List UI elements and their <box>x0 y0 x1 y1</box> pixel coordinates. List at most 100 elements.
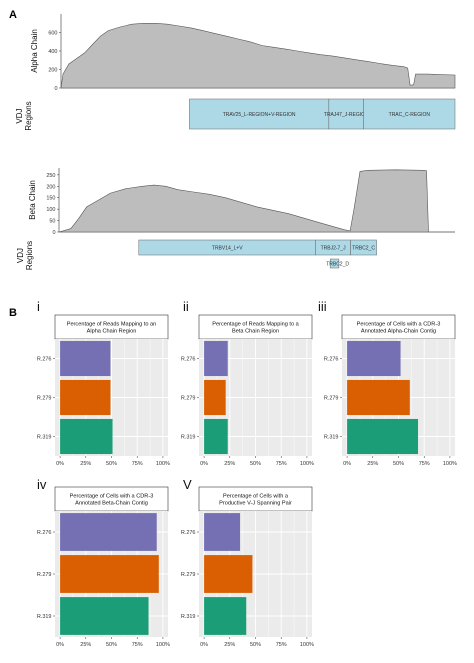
category-label: R.279 <box>181 396 196 402</box>
region-label: TRAC_C-REGION <box>389 112 431 118</box>
bar-panel-1: i Percentage of Reads Mapping to an Alpha … <box>37 299 170 467</box>
bar-r319 <box>204 597 247 635</box>
region-block <box>350 239 377 256</box>
x-tick-label: 75% <box>132 642 143 648</box>
y-tick-label: 0 <box>52 230 55 236</box>
regions-axis-label: VDJRegions <box>15 101 33 130</box>
coverage-area <box>60 23 456 89</box>
bar-r279 <box>204 555 253 593</box>
beta-coverage-panel: 0 50 100 150 200 250 Beta Chain VDJRegions TRBV1… <box>16 168 455 270</box>
region-label: TRBC2_D <box>326 261 349 267</box>
bar-panel-4: iv Percentage of Cells with a CDR-3 Annota… <box>37 477 170 648</box>
x-tick-label: 75% <box>276 461 287 467</box>
x-tick-label: 100% <box>156 461 170 467</box>
bar-panel-3: iii Percentage of Cells with a CDR-3 Annot… <box>318 299 457 467</box>
y-tick-label: 600 <box>48 31 57 37</box>
region-label: TRBJ2-7_J <box>321 245 347 251</box>
y-tick-label: 250 <box>46 173 55 179</box>
x-tick-label: 25% <box>80 461 91 467</box>
bar-panel-2: ii Percentage of Reads Mapping to a Beta C… <box>181 299 314 467</box>
panel-numeral: V <box>183 477 192 492</box>
bar-r276 <box>347 340 401 377</box>
category-label: R.319 <box>181 435 196 441</box>
y-axis-label: Alpha Chain <box>30 29 39 73</box>
x-tick-label: 0% <box>56 642 64 648</box>
x-tick-label: 0% <box>343 461 351 467</box>
category-label: R.279 <box>37 572 52 578</box>
region-block <box>363 98 456 130</box>
bar-r319 <box>347 418 419 455</box>
x-tick-label: 25% <box>224 642 235 648</box>
y-axis-label: Beta Chain <box>28 180 37 220</box>
region-label: TRBC2_C <box>352 245 375 251</box>
bar-r319 <box>204 418 228 455</box>
x-tick-label: 25% <box>224 461 235 467</box>
alpha-coverage-panel: 0 200 400 600 Alpha Chain VDJRegions TRAV25_L-… <box>15 14 456 131</box>
y-tick-label: 200 <box>46 184 55 190</box>
category-label: R.276 <box>37 530 52 536</box>
facet-strip <box>341 314 456 340</box>
category-label: R.319 <box>37 435 52 441</box>
region-block <box>189 98 330 130</box>
panel-numeral: iv <box>37 477 47 492</box>
facet-title: Percentage of Cells with a Productive V-J… <box>219 494 292 507</box>
x-tick-label: 50% <box>106 642 117 648</box>
bar-r319 <box>60 418 113 455</box>
y-tick-label: 0 <box>54 86 57 92</box>
bar-r276 <box>60 513 157 551</box>
x-tick-label: 100% <box>156 642 170 648</box>
category-label: R.276 <box>37 357 52 363</box>
bar-r276 <box>60 340 111 377</box>
region-label: TRAV25_L-REGION+V-REGION <box>223 112 296 118</box>
x-tick-label: 75% <box>132 461 143 467</box>
region-label: TRAJ47_J-REGION <box>324 112 369 118</box>
x-tick-label: 50% <box>250 461 261 467</box>
panel-numeral: i <box>37 299 40 314</box>
panel-numeral: ii <box>183 299 189 314</box>
x-tick-label: 100% <box>300 642 314 648</box>
x-tick-label: 75% <box>276 642 287 648</box>
category-label: R.276 <box>181 530 196 536</box>
category-label: R.279 <box>324 396 339 402</box>
x-tick-label: 50% <box>106 461 117 467</box>
x-tick-label: 0% <box>200 642 208 648</box>
x-tick-label: 50% <box>393 461 404 467</box>
facet-title: Percentage of Reads Mapping to an Alpha C… <box>67 322 157 335</box>
facet-title: Percentage of Reads Mapping to a Beta Cha… <box>212 322 299 335</box>
category-label: R.279 <box>37 396 52 402</box>
x-tick-label: 100% <box>300 461 314 467</box>
bar-r279 <box>60 379 111 416</box>
facet-strip <box>54 314 169 340</box>
coverage-area <box>58 169 455 233</box>
x-tick-label: 25% <box>367 461 378 467</box>
y-tick-label: 50 <box>49 219 55 225</box>
region-block <box>329 258 340 269</box>
y-tick-label: 200 <box>48 68 57 74</box>
panel-label-a: A <box>9 9 17 21</box>
regions-axis-label: VDJRegions <box>16 241 34 270</box>
facet-title: Percentage of Cells with a CDR-3 Annotate… <box>70 494 154 507</box>
x-tick-label: 100% <box>443 461 457 467</box>
bar-r279 <box>60 555 159 593</box>
bar-r276 <box>204 340 228 377</box>
x-tick-label: 0% <box>200 461 208 467</box>
bar-panel-5: V Percentage of Cells with a Productive V-… <box>181 477 314 648</box>
bar-r279 <box>347 379 410 416</box>
category-label: R.319 <box>181 614 196 620</box>
y-tick-label: 400 <box>48 49 57 55</box>
bar-r319 <box>60 597 149 635</box>
x-tick-label: 0% <box>56 461 64 467</box>
facet-title: Percentage of Cells with a CDR-3 Annotate… <box>357 322 441 335</box>
category-label: R.319 <box>37 614 52 620</box>
category-label: R.319 <box>324 435 339 441</box>
category-label: R.276 <box>181 357 196 363</box>
region-label: TRBV14_L+V <box>212 245 243 251</box>
facet-strip <box>198 314 313 340</box>
y-tick-label: 150 <box>46 196 55 202</box>
panel-label-b: B <box>9 307 17 319</box>
x-tick-label: 75% <box>419 461 430 467</box>
bar-r279 <box>204 379 226 416</box>
y-tick-label: 100 <box>46 207 55 213</box>
category-label: R.279 <box>181 572 196 578</box>
